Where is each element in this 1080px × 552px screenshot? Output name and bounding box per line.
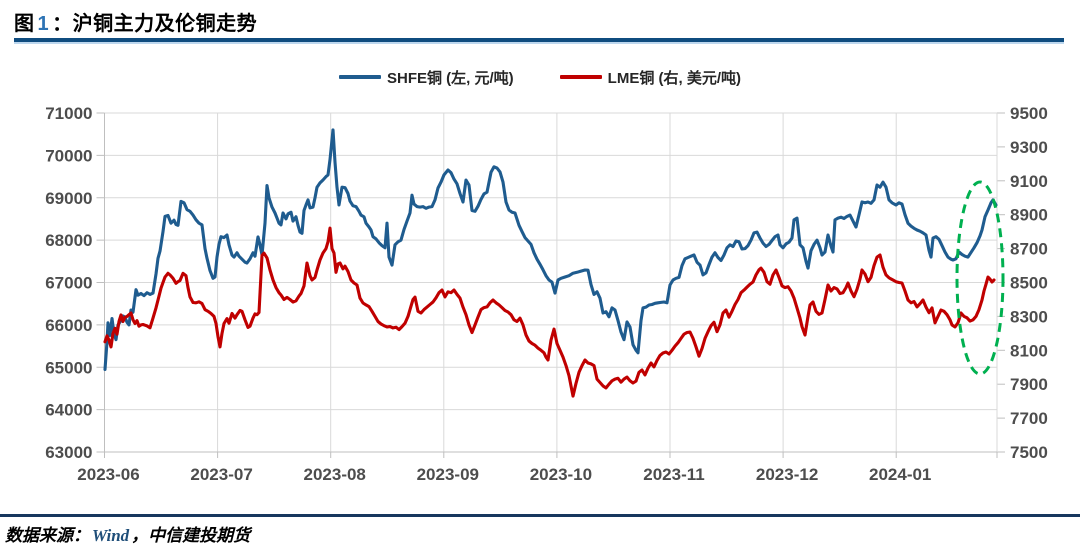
chart-legend: SHFE铜 (左, 元/吨) LME铜 (右, 美元/吨) [0, 64, 1080, 90]
left-axis-tick-label: 67000 [45, 274, 92, 293]
right-axis-tick-label: 8300 [1010, 307, 1048, 326]
left-axis-tick-label: 68000 [45, 231, 92, 250]
figure-title-prefix: 图 [14, 13, 35, 35]
data-source-prefix: 数据来源： [5, 526, 90, 545]
right-axis-tick-label: 8700 [1010, 240, 1048, 259]
x-axis-tick-label: 2023-11 [643, 465, 704, 484]
left-axis-tick-label: 69000 [45, 189, 92, 208]
left-axis-tick-label: 71000 [45, 104, 92, 123]
right-axis-tick-label: 9100 [1010, 172, 1048, 191]
series-line-shfe [103, 128, 998, 371]
shfe-line-swatch [339, 75, 381, 79]
figure-title-text: 沪铜主力及伦铜走势 [72, 13, 258, 35]
data-source-wind: Wind [92, 526, 130, 545]
x-axis-tick-label: 2023-09 [417, 465, 479, 484]
figure-number: 1 [37, 13, 50, 35]
right-axis-tick-label: 8100 [1010, 341, 1048, 360]
left-axis-tick-label: 63000 [45, 443, 92, 462]
left-axis-tick-label: 70000 [45, 146, 92, 165]
legend-item-shfe: SHFE铜 (左, 元/吨) [339, 67, 514, 88]
right-axis-tick-label: 7900 [1010, 375, 1048, 394]
right-axis-tick-label: 8500 [1010, 274, 1048, 293]
legend-label-lme: LME铜 (右, 美元/吨) [607, 69, 741, 87]
legend-item-lme: LME铜 (右, 美元/吨) [559, 67, 741, 88]
data-source-suffix: ，中信建投期货 [131, 526, 251, 545]
left-axis-tick-label: 64000 [45, 401, 92, 420]
x-axis-tick-label: 2023-07 [190, 465, 252, 484]
right-axis-tick-label: 8900 [1010, 206, 1048, 225]
series-line-lme [103, 226, 996, 398]
x-axis-tick-label: 2024-01 [869, 465, 931, 484]
highlight-ellipse [955, 180, 1005, 376]
figure-title-colon: ： [52, 13, 73, 35]
right-axis-tick-label: 9300 [1010, 138, 1048, 157]
left-axis-tick-label: 66000 [45, 316, 92, 335]
x-axis-tick-label: 2023-06 [77, 465, 139, 484]
right-axis-tick-label: 7700 [1010, 409, 1048, 428]
right-axis-tick-label: 7500 [1010, 443, 1048, 462]
legend-label-shfe: SHFE铜 (左, 元/吨) [387, 69, 514, 87]
data-source-note: 数据来源： Wind ，中信建投期货 [5, 521, 250, 546]
footer-divider [0, 514, 1080, 517]
figure-title: 图 1 ：沪铜主力及伦铜走势 [14, 7, 257, 36]
left-axis-tick-label: 65000 [45, 358, 92, 377]
x-axis-tick-label: 2023-10 [530, 465, 592, 484]
x-axis-tick-label: 2023-12 [756, 465, 818, 484]
right-axis-tick-label: 9500 [1010, 104, 1048, 123]
lme-line-swatch [559, 75, 602, 79]
x-axis-tick-label: 2023-08 [304, 465, 366, 484]
title-divider [14, 38, 1064, 42]
